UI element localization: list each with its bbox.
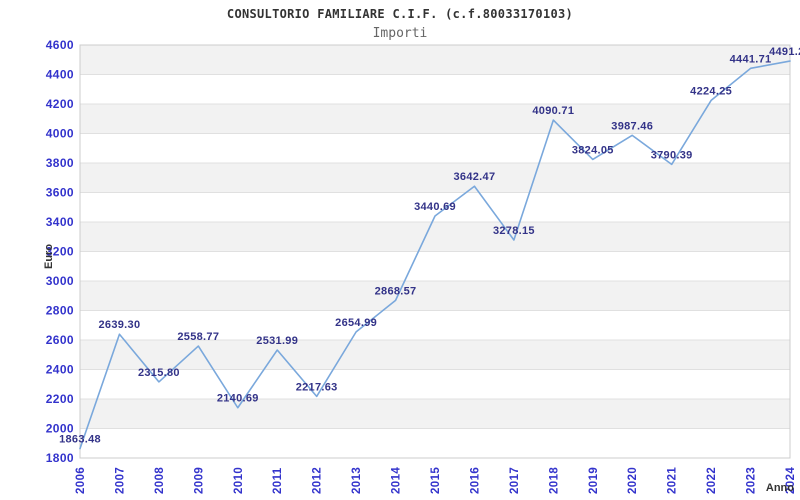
band — [80, 399, 790, 429]
band — [80, 104, 790, 134]
chart-title: CONSULTORIO FAMILIARE C.I.F. (c.f.800331… — [226, 7, 574, 21]
y-tick-label: 3400 — [46, 215, 74, 229]
x-tick-label: 2006 — [75, 467, 87, 494]
point-label: 2315.80 — [138, 367, 180, 379]
y-tick-label: 3800 — [46, 156, 74, 170]
plot-bands — [80, 45, 790, 429]
point-label: 3987.46 — [611, 120, 653, 132]
point-label: 1863.48 — [59, 434, 101, 446]
y-tick-label: 2200 — [46, 392, 74, 406]
x-tick-label: 2024 — [785, 467, 797, 494]
x-axis-labels: 2006 2007 2008 2009 2010 2011 2012 2013 2014 2015… — [75, 467, 797, 494]
y-tick-label: 3200 — [46, 245, 74, 259]
y-tick-label: 2400 — [46, 363, 74, 377]
x-tick-label: 2011 — [272, 467, 284, 494]
x-tick-label: 2016 — [469, 467, 481, 494]
point-label: 3824.05 — [572, 144, 614, 156]
y-tick-label: 4200 — [46, 97, 74, 111]
point-label: 4224.25 — [690, 85, 732, 97]
x-tick-label: 2022 — [706, 467, 718, 494]
y-tick-label: 3000 — [46, 274, 74, 288]
x-tick-label: 2021 — [667, 467, 679, 494]
point-label: 2531.99 — [256, 335, 298, 347]
point-label: 2654.99 — [335, 317, 377, 329]
band — [80, 222, 790, 252]
point-label: 2140.69 — [217, 393, 259, 405]
plot-border — [79, 44, 791, 459]
point-label: 2558.77 — [177, 331, 219, 343]
y-tick-label: 2800 — [46, 304, 74, 318]
y-axis-labels: 1800 2000 2200 2400 2600 2800 3000 3200 3400 3600… — [46, 38, 74, 465]
x-tick-label: 2009 — [193, 467, 205, 494]
x-tick-label: 2018 — [548, 467, 560, 494]
x-tick-label: 2007 — [114, 467, 126, 494]
band — [80, 340, 790, 370]
y-axis-title: Euro — [43, 244, 55, 269]
x-tick-label: 2020 — [627, 467, 639, 494]
point-label: 2868.57 — [375, 285, 417, 297]
point-label: 4491.20 — [769, 46, 800, 58]
point-label: 4441.71 — [730, 53, 772, 65]
band — [80, 281, 790, 311]
series-line — [79, 60, 791, 450]
y-tick-label: 1800 — [46, 451, 74, 465]
x-tick-label: 2012 — [312, 467, 324, 494]
point-label: 3278.15 — [493, 225, 535, 237]
band — [80, 163, 790, 193]
y-tick-label: 4400 — [46, 68, 74, 82]
point-label: 3642.47 — [454, 171, 496, 183]
chart-subtitle: Importi — [372, 26, 428, 41]
point-label: 2217.63 — [296, 381, 338, 393]
x-tick-label: 2010 — [233, 467, 245, 494]
y-tick-label: 4600 — [46, 38, 74, 52]
x-tick-label: 2019 — [588, 467, 600, 494]
x-tick-label: 2017 — [509, 467, 521, 494]
y-tick-label: 4000 — [46, 127, 74, 141]
x-tick-label: 2014 — [391, 467, 403, 494]
y-tick-label: 2600 — [46, 333, 74, 347]
point-labels: 1863.48 2639.30 2315.80 2558.77 2140.69 2531.… — [59, 46, 800, 446]
y-tick-label: 3600 — [46, 186, 74, 200]
point-label: 3440.69 — [414, 201, 456, 213]
x-tick-label: 2015 — [430, 467, 442, 494]
band — [80, 45, 790, 75]
point-label: 2639.30 — [99, 319, 141, 331]
x-axis-title: Anno — [766, 482, 794, 494]
y-tick-label: 2000 — [46, 422, 74, 436]
point-label: 4090.71 — [532, 105, 574, 117]
x-tick-label: 2008 — [154, 467, 166, 494]
point-label: 3790.39 — [651, 149, 693, 161]
x-tick-label: 2013 — [351, 467, 363, 494]
x-tick-label: 2023 — [746, 467, 758, 494]
